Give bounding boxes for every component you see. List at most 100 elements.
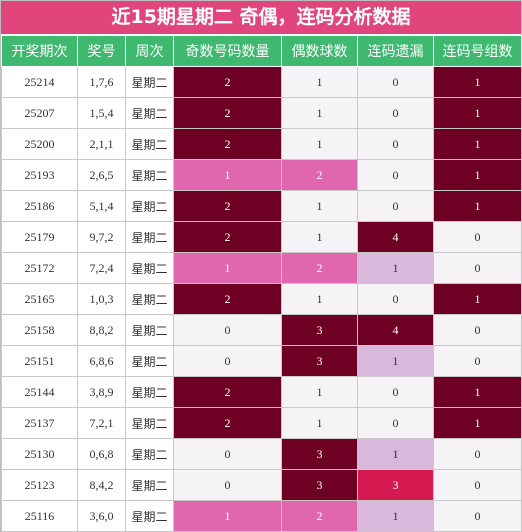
cell-consecutive-groups: 1 [433,376,522,408]
cell-issue: 25130 [1,438,78,470]
cell-issue: 25158 [1,314,78,346]
cell-consecutive-groups: 1 [433,66,522,98]
table-body: 25214 1,7,6 星期二 2 1 0 1 25207 1,5,4 星期二 2 1 0 1 25200 2… [1,66,522,532]
table-row: 25123 8,4,2 星期二 0 3 3 0 [1,469,522,501]
table-row: 25130 0,6,8 星期二 0 3 1 0 [1,438,522,470]
cell-even-count: 2 [281,252,358,284]
table-row: 25116 3,6,0 星期二 1 2 1 0 [1,500,522,532]
cell-even-count: 3 [281,314,358,346]
cell-issue: 25137 [1,407,78,439]
cell-even-count: 2 [281,159,358,191]
cell-consecutive-miss: 0 [357,128,434,160]
header-consecutive-groups: 连码号组数 [433,35,522,67]
cell-even-count: 1 [281,190,358,222]
cell-numbers: 6,8,6 [77,345,126,377]
cell-issue: 25165 [1,283,78,315]
header-row: 开奖期次 奖号 周次 奇数号码数量 偶数球数 连码遗漏 连码号组数 [1,35,522,67]
cell-week: 星期二 [125,314,174,346]
cell-consecutive-groups: 1 [433,190,522,222]
cell-odd-count: 0 [173,314,282,346]
cell-consecutive-miss: 4 [357,221,434,253]
cell-odd-count: 2 [173,376,282,408]
cell-even-count: 1 [281,97,358,129]
cell-numbers: 8,4,2 [77,469,126,501]
cell-numbers: 7,2,4 [77,252,126,284]
cell-issue: 25123 [1,469,78,501]
cell-even-count: 1 [281,221,358,253]
cell-odd-count: 1 [173,252,282,284]
table-row: 25144 3,8,9 星期二 2 1 0 1 [1,376,522,408]
cell-consecutive-groups: 0 [433,314,522,346]
cell-week: 星期二 [125,66,174,98]
cell-odd-count: 0 [173,438,282,470]
cell-numbers: 5,1,4 [77,190,126,222]
cell-week: 星期二 [125,221,174,253]
cell-even-count: 1 [281,376,358,408]
table-row: 25137 7,2,1 星期二 2 1 0 1 [1,407,522,439]
header-even-count: 偶数球数 [281,35,358,67]
cell-week: 星期二 [125,345,174,377]
cell-issue: 25193 [1,159,78,191]
cell-even-count: 1 [281,407,358,439]
cell-even-count: 3 [281,469,358,501]
table-row: 25179 9,7,2 星期二 2 1 4 0 [1,221,522,253]
header-numbers: 奖号 [77,35,126,67]
cell-issue: 25214 [1,66,78,98]
cell-consecutive-groups: 0 [433,438,522,470]
cell-week: 星期二 [125,500,174,532]
header-consecutive-miss: 连码遗漏 [357,35,434,67]
cell-consecutive-miss: 1 [357,252,434,284]
cell-even-count: 2 [281,500,358,532]
cell-odd-count: 2 [173,283,282,315]
cell-numbers: 7,2,1 [77,407,126,439]
cell-numbers: 1,5,4 [77,97,126,129]
cell-week: 星期二 [125,159,174,191]
cell-consecutive-groups: 1 [433,283,522,315]
cell-odd-count: 2 [173,190,282,222]
cell-consecutive-miss: 0 [357,376,434,408]
cell-week: 星期二 [125,283,174,315]
cell-consecutive-groups: 0 [433,345,522,377]
cell-consecutive-miss: 0 [357,407,434,439]
cell-consecutive-miss: 0 [357,66,434,98]
table-row: 25165 1,0,3 星期二 2 1 0 1 [1,283,522,315]
cell-week: 星期二 [125,438,174,470]
header-odd-count: 奇数号码数量 [173,35,282,67]
cell-consecutive-miss: 1 [357,438,434,470]
cell-consecutive-miss: 1 [357,345,434,377]
header-issue: 开奖期次 [1,35,78,67]
cell-numbers: 2,6,5 [77,159,126,191]
cell-odd-count: 1 [173,159,282,191]
table-row: 25207 1,5,4 星期二 2 1 0 1 [1,97,522,129]
table-row: 25200 2,1,1 星期二 2 1 0 1 [1,128,522,160]
cell-consecutive-groups: 1 [433,128,522,160]
cell-odd-count: 1 [173,500,282,532]
header-week: 周次 [125,35,174,67]
cell-odd-count: 2 [173,66,282,98]
cell-numbers: 9,7,2 [77,221,126,253]
cell-week: 星期二 [125,128,174,160]
cell-week: 星期二 [125,252,174,284]
cell-week: 星期二 [125,376,174,408]
cell-consecutive-groups: 1 [433,407,522,439]
cell-consecutive-miss: 3 [357,469,434,501]
cell-numbers: 0,6,8 [77,438,126,470]
cell-issue: 25179 [1,221,78,253]
cell-consecutive-miss: 4 [357,314,434,346]
cell-week: 星期二 [125,469,174,501]
cell-consecutive-groups: 1 [433,97,522,129]
cell-issue: 25116 [1,500,78,532]
cell-consecutive-groups: 0 [433,469,522,501]
table-row: 25151 6,8,6 星期二 0 3 1 0 [1,345,522,377]
cell-even-count: 3 [281,438,358,470]
table-row: 25193 2,6,5 星期二 1 2 0 1 [1,159,522,191]
cell-consecutive-miss: 0 [357,97,434,129]
cell-consecutive-groups: 0 [433,252,522,284]
cell-numbers: 3,6,0 [77,500,126,532]
cell-odd-count: 2 [173,407,282,439]
cell-consecutive-miss: 0 [357,159,434,191]
cell-even-count: 1 [281,128,358,160]
cell-odd-count: 0 [173,469,282,501]
cell-numbers: 1,0,3 [77,283,126,315]
cell-consecutive-groups: 1 [433,159,522,191]
